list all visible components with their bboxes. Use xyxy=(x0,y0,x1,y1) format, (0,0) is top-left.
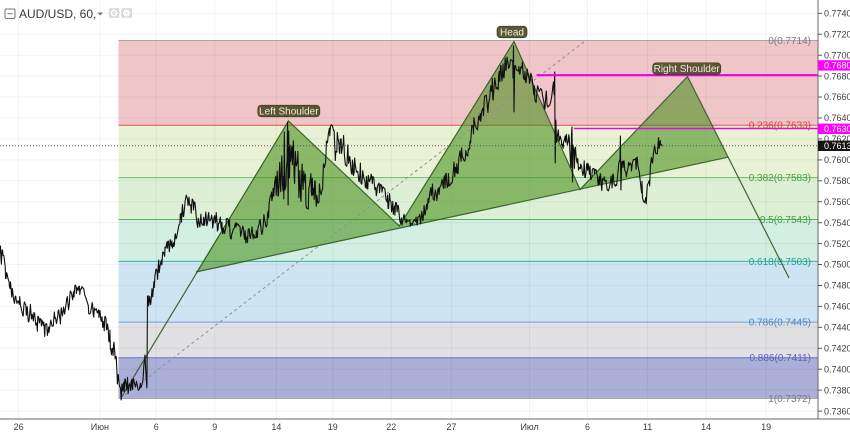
svg-text:19: 19 xyxy=(328,422,338,432)
svg-text:0.7613: 0.7613 xyxy=(824,141,850,151)
svg-text:14: 14 xyxy=(701,422,711,432)
svg-text:0.7480: 0.7480 xyxy=(824,281,850,291)
svg-text:Head: Head xyxy=(500,28,524,39)
svg-text:0.7580: 0.7580 xyxy=(824,176,850,186)
svg-text:1(0.7372): 1(0.7372) xyxy=(768,394,811,405)
svg-text:0.7380: 0.7380 xyxy=(824,385,850,395)
svg-text:0.7600: 0.7600 xyxy=(824,155,850,165)
svg-text:14: 14 xyxy=(271,422,281,432)
svg-text:Июн: Июн xyxy=(91,422,109,432)
svg-text:0.7440: 0.7440 xyxy=(824,323,850,333)
svg-text:11: 11 xyxy=(643,422,652,432)
svg-text:0.886(0.7411): 0.886(0.7411) xyxy=(749,353,811,364)
svg-text:26: 26 xyxy=(14,422,24,432)
svg-text:0.7640: 0.7640 xyxy=(824,113,850,123)
svg-text:0.7680: 0.7680 xyxy=(824,61,850,71)
svg-text:6: 6 xyxy=(154,422,159,432)
svg-text:Right Shoulder: Right Shoulder xyxy=(654,64,721,75)
svg-text:0.7630: 0.7630 xyxy=(824,124,850,134)
svg-text:Left Shoulder: Left Shoulder xyxy=(259,107,319,118)
svg-text:0.236(0.7633): 0.236(0.7633) xyxy=(749,121,811,132)
svg-text:AUD/USD, 60,: AUD/USD, 60, xyxy=(19,7,96,21)
svg-text:0.7420: 0.7420 xyxy=(824,344,850,354)
svg-text:0.7660: 0.7660 xyxy=(824,92,850,102)
svg-text:0.7720: 0.7720 xyxy=(824,29,850,39)
svg-text:0.7520: 0.7520 xyxy=(824,239,850,249)
svg-text:0.382(0.7583): 0.382(0.7583) xyxy=(749,173,811,184)
svg-text:0.7400: 0.7400 xyxy=(824,364,850,374)
svg-text:9: 9 xyxy=(212,422,217,432)
svg-text:0.7540: 0.7540 xyxy=(824,218,850,228)
svg-text:0(0.7714): 0(0.7714) xyxy=(768,36,811,47)
svg-text:0.7620: 0.7620 xyxy=(824,134,850,144)
svg-text:19: 19 xyxy=(761,422,771,432)
svg-text:0.618(0.7503): 0.618(0.7503) xyxy=(749,257,811,268)
svg-text:0.7680: 0.7680 xyxy=(824,71,850,81)
svg-text:Июл: Июл xyxy=(520,422,538,432)
svg-text:0.7500: 0.7500 xyxy=(824,260,850,270)
svg-text:0.5(0.7543): 0.5(0.7543) xyxy=(760,215,811,226)
svg-text:0.786(0.7445): 0.786(0.7445) xyxy=(749,318,811,329)
svg-text:0.7460: 0.7460 xyxy=(824,302,850,312)
svg-text:0.7360: 0.7360 xyxy=(824,406,850,416)
svg-text:0.7700: 0.7700 xyxy=(824,50,850,60)
svg-text:22: 22 xyxy=(386,422,396,432)
svg-text:0.7740: 0.7740 xyxy=(824,9,850,19)
svg-text:27: 27 xyxy=(446,422,456,432)
svg-text:0.7560: 0.7560 xyxy=(824,197,850,207)
svg-text:6: 6 xyxy=(585,422,590,432)
